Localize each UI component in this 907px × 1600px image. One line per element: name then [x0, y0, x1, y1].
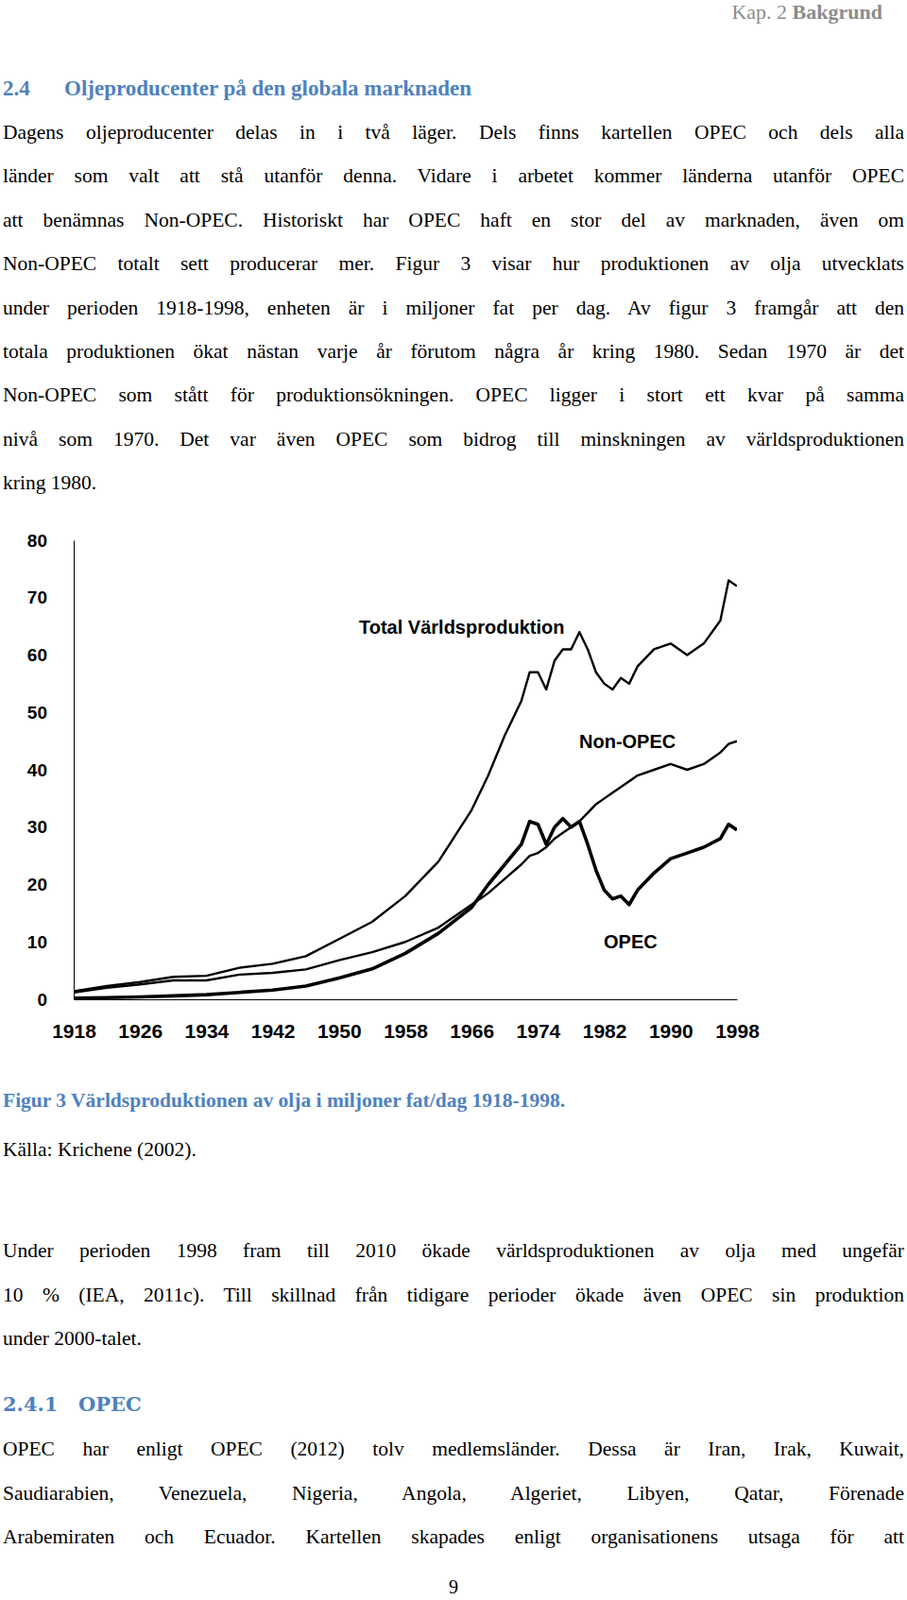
- tick-label: 1966: [449, 1020, 495, 1043]
- tick-label: 1982: [582, 1020, 628, 1043]
- body-text-line: Saudiarabien, Venezuela, Nigeria, Angola…: [2, 1471, 905, 1516]
- tick-label: 20: [27, 874, 48, 895]
- series-line: [73, 819, 737, 999]
- axis-line: [74, 999, 738, 1001]
- tick-label: 1950: [317, 1020, 362, 1043]
- tick-label: 0: [36, 990, 48, 1010]
- heading-number: 2.4: [2, 74, 31, 103]
- x-tick: 1990: [649, 999, 694, 1043]
- x-tick: 1958: [383, 999, 428, 1043]
- page-number: 9: [0, 1575, 907, 1599]
- body-text-line: länder som valt att stå utanför denna. V…: [2, 154, 905, 198]
- x-tick: 1918: [51, 999, 97, 1043]
- figure-caption: Figur 3 Världsproduktionen av olja i mil…: [2, 1086, 565, 1115]
- tick-label: 70: [27, 587, 48, 608]
- tick-label: 1934: [185, 1020, 230, 1043]
- series-label: Total Världsproduktion: [359, 616, 565, 638]
- chart: 1918 1926 1934 1942 1950 1958 1966 1974 1982 1990…: [0, 0, 907, 1600]
- y-tick: 10: [27, 932, 74, 953]
- body-text-line: nivå som 1970. Det var även OPEC som bid…: [2, 417, 905, 462]
- x-tick: 1974: [516, 999, 562, 1043]
- body-text-line: Under perioden 1998 fram till 2010 ökade…: [2, 1229, 905, 1273]
- y-tick: 50: [27, 702, 74, 723]
- body-text-line: Arabemiraten och Ecuador. Kartellen skap…: [2, 1515, 905, 1559]
- y-axis: 0 10 20 30 40 50 60 70 80: [27, 530, 75, 1010]
- tick-label: 1958: [383, 1020, 428, 1043]
- tick-label: 80: [27, 530, 48, 551]
- body-text-line: att benämnas Non-OPEC. Historiskt har OP…: [2, 198, 905, 242]
- series-label: OPEC: [603, 931, 658, 953]
- x-tick: 1966: [449, 999, 495, 1043]
- plot-area: [73, 581, 737, 999]
- y-tick: 20: [27, 874, 74, 895]
- body-text-line: totala produktionen ökat nästan varje år…: [2, 329, 905, 374]
- x-tick: 1998: [715, 999, 760, 1043]
- running-header: Kap. 2 Bakgrund: [731, 0, 883, 25]
- body-text-line: Dagens oljeproducenter delas in i två lä…: [2, 110, 905, 155]
- y-tick: 30: [27, 817, 74, 838]
- body-text-line: Non-OPEC totalt sett producerar mer. Fig…: [2, 241, 905, 286]
- x-tick: 1934: [185, 999, 230, 1043]
- body-text-line: under perioden 1918-1998, enheten är i m…: [2, 286, 905, 330]
- tick-label: 1918: [51, 1020, 97, 1043]
- heading-number: 2.4.1: [2, 1390, 58, 1420]
- y-tick: 80: [27, 530, 74, 551]
- y-tick: 40: [27, 760, 74, 781]
- tick-label: 40: [27, 760, 48, 781]
- tick-label: 10: [27, 932, 48, 953]
- tick-label: 1974: [516, 1020, 562, 1043]
- tick-label: 1990: [649, 1020, 694, 1043]
- body-text-line: 10 % (IEA, 2011c). Till skillnad från ti…: [2, 1273, 905, 1318]
- body-text-line: kring 1980.: [2, 461, 905, 505]
- body-text-line: OPEC har enligt OPEC (2012) tolv medlems…: [2, 1427, 905, 1472]
- heading-title: OPEC: [78, 1390, 142, 1420]
- series-line: [73, 581, 737, 993]
- tick-label: 30: [27, 817, 48, 838]
- tick-label: 1926: [118, 1020, 163, 1043]
- y-tick: 60: [27, 645, 74, 666]
- x-tick: 1926: [118, 999, 163, 1043]
- page: Kap. 2 Bakgrund 2.4 Oljeproducenter på den…: [0, 0, 907, 1600]
- header-title: Bakgrund: [792, 0, 883, 24]
- body-text-line: under 2000-talet.: [2, 1317, 905, 1361]
- header-chapter: Kap. 2: [731, 0, 788, 24]
- tick-label: 1942: [251, 1020, 296, 1043]
- y-tick: 0: [36, 990, 74, 1010]
- body-text-line: Non-OPEC som stått för produktionsökning…: [2, 373, 905, 417]
- y-tick: 70: [27, 587, 74, 608]
- x-tick: 1982: [582, 999, 628, 1043]
- tick-label: 60: [27, 645, 48, 666]
- axis-line: [73, 541, 75, 1001]
- tick-label: 50: [27, 702, 48, 723]
- figure-source: Källa: Krichene (2002).: [2, 1135, 197, 1164]
- heading-title: Oljeproducenter på den globala marknaden: [64, 74, 472, 103]
- series-label: Non-OPEC: [579, 731, 676, 753]
- x-tick: 1950: [317, 999, 362, 1043]
- x-axis: 1918 1926 1934 1942 1950 1958 1966 1974 1982 1990…: [51, 999, 760, 1043]
- tick-label: 1998: [715, 1020, 760, 1043]
- x-tick: 1942: [251, 999, 296, 1043]
